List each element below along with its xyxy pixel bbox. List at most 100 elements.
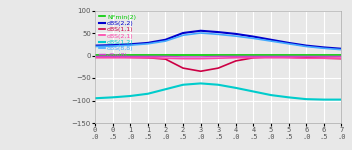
dBS(2,2): [304, 45, 308, 46]
dBS(2,2): [146, 42, 150, 44]
dBS(1,1): [199, 70, 203, 72]
dBS(2,2): [287, 42, 291, 44]
dBS(8,8): [339, 49, 344, 51]
dBS(2,2): [322, 46, 326, 48]
dBS(1,1): [146, 57, 150, 59]
dBS(1,1): [269, 56, 273, 58]
NFmin(2): [93, 54, 97, 56]
Line: dBS(8,8): dBS(8,8): [95, 33, 341, 50]
dBS(1,2): [146, 93, 150, 95]
dBS(1,1): [251, 57, 256, 59]
dBS(8,8): [163, 40, 168, 42]
dBS(2,2): [181, 32, 185, 34]
dBp(8): [287, 56, 291, 57]
NFmin(2): [216, 54, 220, 56]
dBS(2,1): [111, 57, 115, 59]
dBS(1,2): [163, 88, 168, 90]
dBS(8,8): [216, 33, 220, 35]
NFmin(2): [339, 54, 344, 56]
dBS(1,1): [304, 57, 308, 59]
dBS(8,8): [322, 47, 326, 49]
Line: dBp(8): dBp(8): [95, 56, 341, 57]
dBp(8): [181, 56, 185, 58]
dBS(1,2): [111, 96, 115, 98]
dBS(2,2): [111, 44, 115, 46]
dBS(8,8): [287, 43, 291, 45]
dBS(1,1): [234, 60, 238, 62]
dBS(2,1): [181, 58, 185, 60]
dBS(2,1): [128, 57, 132, 59]
dBS(1,1): [93, 56, 97, 58]
dBS(1,2): [93, 97, 97, 99]
dBp(8): [322, 56, 326, 57]
dBS(1,1): [111, 56, 115, 58]
dBS(2,1): [93, 57, 97, 59]
dBS(2,2): [269, 39, 273, 41]
dBS(2,1): [339, 57, 344, 59]
dBS(2,2): [163, 39, 168, 41]
dBS(1,1): [163, 58, 168, 60]
dBS(8,8): [146, 43, 150, 45]
NFmin(2): [234, 54, 238, 56]
dBS(1,2): [199, 82, 203, 84]
dBp(8): [111, 56, 115, 57]
dBS(2,1): [199, 58, 203, 60]
dBS(8,8): [199, 32, 203, 34]
dBp(8): [234, 56, 238, 57]
dBS(2,1): [216, 57, 220, 59]
dBS(2,1): [146, 57, 150, 59]
dBS(1,2): [128, 95, 132, 97]
NFmin(2): [111, 54, 115, 56]
dBS(1,1): [181, 67, 185, 69]
NFmin(2): [269, 54, 273, 56]
dBS(1,1): [287, 56, 291, 58]
dBS(8,8): [128, 44, 132, 46]
dBS(1,2): [339, 99, 344, 100]
dBS(8,8): [93, 46, 97, 47]
dBS(1,2): [322, 99, 326, 100]
dBS(8,8): [111, 45, 115, 47]
dBS(8,8): [251, 38, 256, 39]
NFmin(2): [146, 54, 150, 56]
dBS(8,8): [234, 35, 238, 37]
dBS(2,2): [128, 43, 132, 45]
dBS(2,1): [269, 57, 273, 59]
dBp(8): [269, 56, 273, 57]
dBS(2,2): [251, 36, 256, 38]
dBS(1,1): [322, 57, 326, 59]
NFmin(2): [163, 54, 168, 56]
Line: dBS(2,1): dBS(2,1): [95, 58, 341, 59]
dBp(8): [128, 56, 132, 57]
dBS(1,2): [181, 84, 185, 86]
dBS(1,1): [339, 58, 344, 60]
dBS(1,2): [304, 98, 308, 100]
NFmin(2): [304, 54, 308, 56]
NFmin(2): [128, 54, 132, 56]
NFmin(2): [181, 54, 185, 56]
NFmin(2): [287, 54, 291, 56]
dBS(2,2): [216, 31, 220, 33]
dBp(8): [339, 56, 344, 57]
dBS(2,2): [199, 30, 203, 32]
NFmin(2): [322, 54, 326, 56]
dBS(1,1): [128, 56, 132, 58]
dBS(1,2): [251, 91, 256, 92]
dBS(8,8): [181, 34, 185, 36]
NFmin(2): [251, 54, 256, 56]
dBS(2,1): [251, 57, 256, 59]
dBp(8): [146, 56, 150, 57]
dBS(8,8): [304, 46, 308, 47]
dBS(2,1): [304, 57, 308, 59]
dBS(2,2): [339, 48, 344, 50]
dBS(1,2): [269, 94, 273, 96]
dBp(8): [304, 56, 308, 57]
dBS(1,2): [287, 96, 291, 98]
dBS(1,1): [216, 67, 220, 69]
Line: dBS(2,2): dBS(2,2): [95, 31, 341, 49]
NFmin(2): [199, 54, 203, 56]
dBp(8): [93, 56, 97, 57]
dBS(2,1): [287, 57, 291, 59]
dBS(2,1): [163, 57, 168, 59]
dBS(1,2): [234, 87, 238, 89]
dBS(1,2): [216, 84, 220, 86]
